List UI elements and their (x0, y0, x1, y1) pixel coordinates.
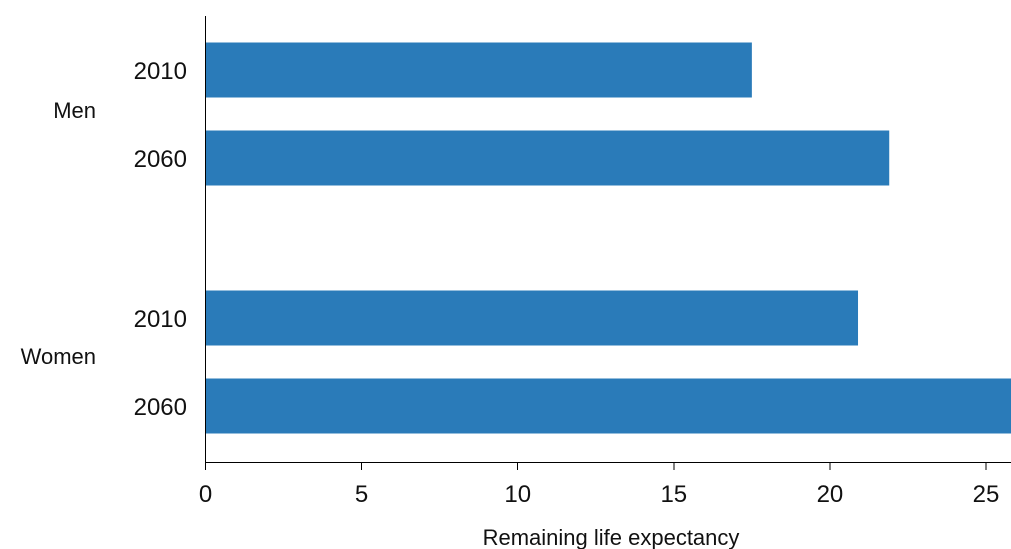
bar-men-2010 (205, 42, 752, 98)
group-label-men: Men (53, 98, 96, 123)
bar-label-men-2010: 2010 (134, 58, 187, 85)
x-axis-ticks: 0 5 10 15 20 25 (199, 462, 1000, 508)
x-tick-label-15: 15 (660, 481, 687, 508)
x-tick-label-5: 5 (355, 481, 368, 508)
x-axis-title: Remaining life expectancy (483, 525, 740, 549)
x-tick-label-25: 25 (973, 481, 1000, 508)
bar-label-women-2010: 2010 (134, 306, 187, 333)
x-tick-label-20: 20 (817, 481, 844, 508)
bar-women-2010 (205, 290, 859, 346)
x-tick-label-0: 0 (199, 481, 212, 508)
bar-women-2060 (205, 378, 1011, 434)
bar-label-men-2060: 2060 (134, 146, 187, 173)
bar-label-women-2060: 2060 (134, 394, 187, 421)
category-labels-layer: 2010 2060 Men 2010 2060 Women (21, 58, 187, 421)
bars-layer (205, 42, 1011, 434)
group-label-women: Women (21, 344, 96, 369)
bar-men-2060 (205, 130, 890, 186)
x-tick-label-10: 10 (504, 481, 531, 508)
